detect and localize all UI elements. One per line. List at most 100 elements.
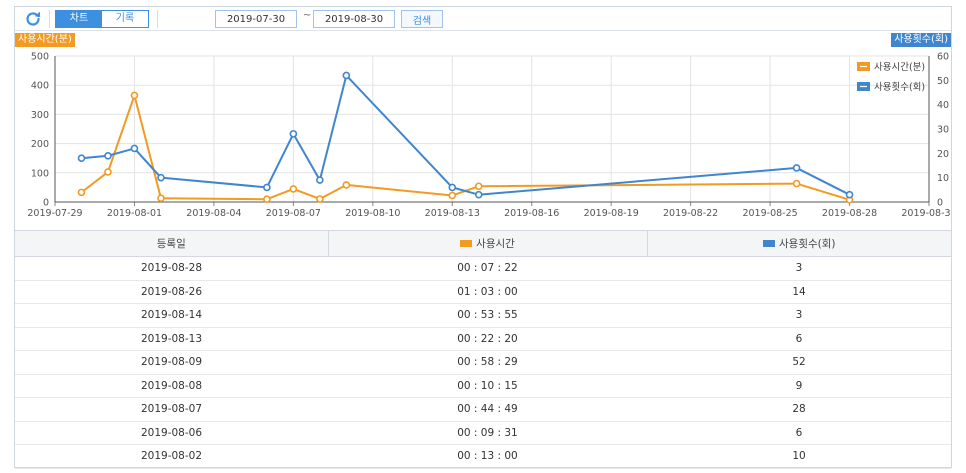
tab-chart[interactable]: 차트 [56, 11, 102, 27]
usage-panel: 차트 기록 ~ 검색 사용시간(분) 사용횟수(회) 0100200300400… [14, 6, 952, 469]
cell-date: 2019-08-06 [15, 421, 328, 445]
right-tick-label: 50 [937, 76, 949, 87]
x-tick-label: 2019-07-29 [27, 208, 82, 219]
cell-count: 10 [647, 444, 951, 469]
toolbar: 차트 기록 ~ 검색 [15, 7, 951, 31]
end-date-input[interactable] [313, 10, 395, 28]
usage-chart: 0 100 200 300 400 500 0 10 20 30 40 50 60 2019-07-29 2… [27, 52, 951, 220]
right-tick-label: 20 [937, 149, 949, 160]
x-tick-label: 2019-08-10 [345, 208, 400, 219]
legend-label: 사용횟수(회) [874, 81, 925, 93]
cell-time: 00 : 10 : 15 [328, 374, 647, 398]
cell-date: 2019-08-09 [15, 350, 328, 375]
cell-time: 00 : 09 : 31 [328, 421, 647, 445]
time-data-point [130, 91, 139, 100]
header-time: 사용시간 [327, 230, 647, 257]
tab-records[interactable]: 기록 [102, 11, 148, 27]
count-data-point [289, 130, 298, 138]
x-tick-label: 2019-08-13 [425, 208, 480, 219]
table-header-row: 등록일 사용시간 사용횟수(회) [15, 230, 951, 257]
cell-time: 00 : 22 : 20 [328, 327, 647, 351]
toolbar-divider [49, 10, 50, 28]
cell-date: 2019-08-26 [15, 280, 328, 304]
right-tick-label: 30 [937, 125, 949, 136]
count-data-point [157, 173, 165, 182]
cell-date: 2019-08-08 [15, 374, 328, 398]
usage-table: 등록일 사용시간 사용횟수(회) 2019-08-28 00 : 07 : 22 3… [15, 230, 951, 469]
table-row: 2019-08-14 00 : 53 : 55 3 [15, 303, 951, 328]
count-data-point [316, 176, 324, 184]
x-tick-label: 2019-08-19 [584, 208, 639, 219]
left-tick-label: 200 [31, 139, 49, 150]
left-tick-label: 100 [31, 168, 49, 179]
right-tick-label: 60 [937, 52, 949, 63]
plot-area [55, 56, 929, 202]
view-tabs: 차트 기록 [55, 10, 149, 28]
refresh-icon[interactable] [23, 9, 43, 29]
time-data-point [77, 188, 86, 197]
x-tick-label: 2019-08-04 [186, 208, 241, 219]
header-date: 등록일 [15, 230, 328, 257]
count-data-point [474, 190, 483, 199]
x-tick-label: 2019-08-25 [742, 208, 797, 219]
cell-time: 00 : 07 : 22 [328, 256, 647, 281]
search-button[interactable]: 검색 [401, 10, 443, 28]
time-data-point [263, 195, 271, 204]
time-data-point [104, 168, 112, 176]
header-count: 사용횟수(회) [646, 230, 951, 257]
cell-time: 01 : 03 : 00 [328, 280, 647, 304]
cell-count: 52 [647, 350, 951, 375]
time-data-point [474, 182, 483, 191]
cell-time: 00 : 58 : 29 [328, 350, 647, 375]
time-data-point [316, 195, 324, 203]
table-row: 2019-08-08 00 : 10 : 15 9 [15, 374, 951, 398]
count-data-point [77, 154, 86, 162]
x-tick-label: 2019-08-22 [663, 208, 718, 219]
left-tick-label: 400 [31, 81, 49, 92]
cell-time: 00 : 13 : 00 [328, 444, 647, 469]
x-tick-label: 2019-08-31 [901, 208, 951, 219]
x-tick-label: 2019-08-28 [822, 208, 877, 219]
time-data-point [289, 185, 298, 193]
table-row: 2019-08-07 00 : 44 : 49 28 [15, 397, 951, 422]
count-data-point [448, 183, 457, 192]
left-axis-title: 사용시간(분) [15, 33, 75, 47]
count-data-point [104, 151, 112, 160]
cell-date: 2019-08-14 [15, 303, 328, 328]
left-tick-label: 300 [31, 110, 49, 121]
left-tick-label: 0 [43, 198, 49, 209]
table-row: 2019-08-09 00 : 58 : 29 52 [15, 350, 951, 375]
right-tick-label: 40 [937, 100, 949, 111]
x-tick-label: 2019-08-01 [107, 208, 162, 219]
cell-time: 00 : 53 : 55 [328, 303, 647, 328]
count-data-point [130, 144, 139, 153]
cell-date: 2019-08-07 [15, 397, 328, 422]
count-data-point [342, 71, 351, 80]
table-row: 2019-08-26 01 : 03 : 00 14 [15, 280, 951, 304]
count-data-point [792, 164, 801, 172]
count-data-point [263, 183, 271, 192]
chart-legend: 사용시간(분) 사용횟수(회) [857, 62, 925, 93]
table-row: 2019-08-02 00 : 13 : 00 10 [15, 444, 951, 469]
time-data-point [157, 194, 165, 203]
count-data-point [845, 190, 854, 199]
table-row: 2019-08-06 00 : 09 : 31 6 [15, 421, 951, 445]
time-data-point [448, 191, 457, 200]
cell-count: 9 [647, 374, 951, 398]
time-series-line [80, 94, 850, 201]
x-tick-label: 2019-08-07 [266, 208, 321, 219]
cell-count: 3 [647, 303, 951, 328]
time-data-point [792, 179, 801, 188]
right-tick-label: 0 [937, 198, 943, 209]
cell-count: 6 [647, 327, 951, 351]
count-legend-swatch [763, 239, 775, 247]
cell-count: 14 [647, 280, 951, 304]
cell-count: 28 [647, 397, 951, 422]
start-date-input[interactable] [215, 10, 297, 28]
cell-count: 3 [647, 256, 951, 281]
right-axis-title: 사용횟수(회) [891, 33, 951, 47]
table-row: 2019-08-13 00 : 22 : 20 6 [15, 327, 951, 351]
cell-date: 2019-08-02 [15, 444, 328, 469]
cell-date: 2019-08-28 [15, 256, 328, 281]
table-row: 2019-08-28 00 : 07 : 22 3 [15, 256, 951, 281]
